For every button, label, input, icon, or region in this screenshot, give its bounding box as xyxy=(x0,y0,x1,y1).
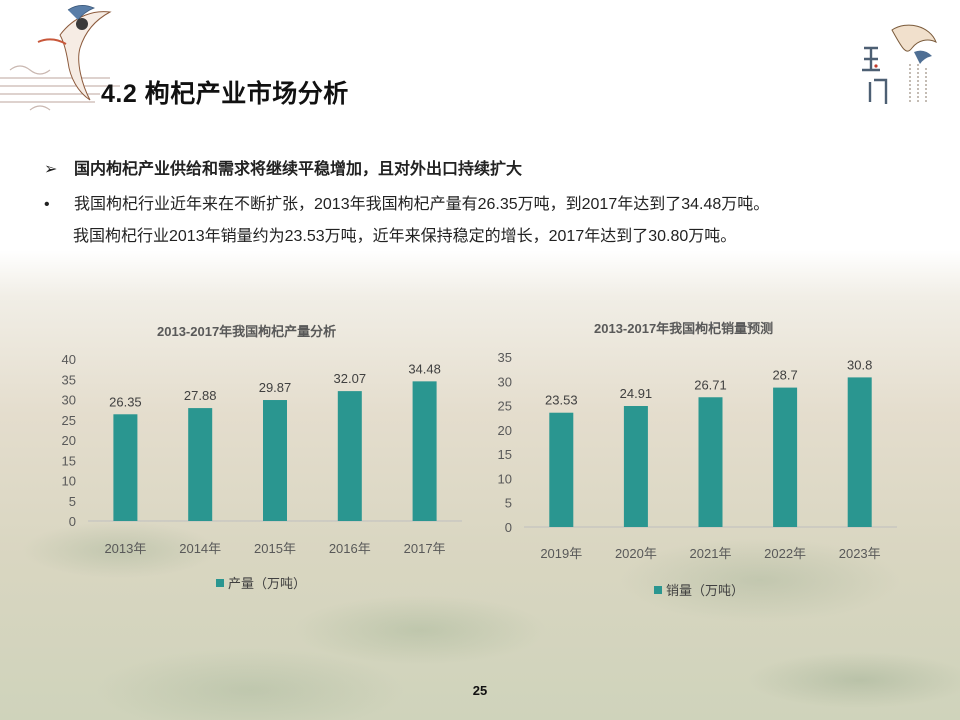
bar xyxy=(623,406,648,527)
dot-bullet-icon: • xyxy=(44,196,50,213)
bullet-text-line-2: 我国枸杞行业2013年销量约为23.53万吨，近年来保持稳定的增长，2017年达… xyxy=(73,228,737,245)
x-category-label: 2015年 xyxy=(254,541,296,556)
bar-value-label: 30.8 xyxy=(847,357,872,372)
background-photo xyxy=(0,250,960,720)
legend-swatch xyxy=(654,586,662,594)
legend-label: 销量（万吨） xyxy=(666,583,745,598)
y-tick-label: 35 xyxy=(62,372,76,387)
bar xyxy=(412,381,437,521)
y-tick-label: 40 xyxy=(62,352,76,367)
x-category-label: 2013年 xyxy=(104,541,146,556)
bar xyxy=(113,414,138,521)
bar-value-label: 26.35 xyxy=(109,394,142,409)
x-category-label: 2021年 xyxy=(690,546,732,561)
y-tick-label: 10 xyxy=(62,474,76,489)
arrow-bullet-icon: ➢ xyxy=(44,161,58,178)
bar-value-label: 23.53 xyxy=(545,393,578,408)
x-category-label: 2019年 xyxy=(540,546,582,561)
y-tick-label: 0 xyxy=(69,514,76,529)
y-tick-label: 10 xyxy=(498,471,512,486)
bar xyxy=(549,412,574,527)
decorative-corner-illustration xyxy=(0,5,120,111)
logo-emblem xyxy=(862,24,937,104)
chart1-title: 2013-2017年我国枸杞产量分析 xyxy=(157,324,337,339)
y-tick-label: 25 xyxy=(62,413,76,428)
bar xyxy=(847,377,872,527)
x-category-label: 2020年 xyxy=(615,546,657,561)
bar xyxy=(337,391,362,521)
bar xyxy=(773,387,798,527)
y-tick-label: 5 xyxy=(505,496,512,511)
bar xyxy=(698,397,723,527)
slide-title: 4.2 枸杞产业市场分析 xyxy=(101,80,349,108)
bar-value-label: 24.91 xyxy=(620,386,653,401)
x-category-label: 2017年 xyxy=(404,541,446,556)
y-tick-label: 0 xyxy=(505,520,512,535)
bar-value-label: 29.87 xyxy=(259,380,292,395)
bullet-text-line-1: 我国枸杞行业近年来在不断扩张，2013年我国枸杞产量有26.35万吨，到2017… xyxy=(74,196,770,213)
chart1-legend: 产量（万吨） xyxy=(216,573,306,592)
bar xyxy=(263,400,287,521)
x-category-label: 2022年 xyxy=(764,546,806,561)
bar-value-label: 32.07 xyxy=(334,371,367,386)
page-number: 25 xyxy=(472,683,488,698)
key-point-heading: ➢ 国内枸杞产业供给和需求将继续平稳增加，且对外出口持续扩大 xyxy=(44,155,522,179)
bar-value-label: 28.7 xyxy=(772,368,797,383)
y-tick-label: 20 xyxy=(498,423,512,438)
y-tick-label: 15 xyxy=(62,453,76,468)
y-tick-label: 30 xyxy=(498,374,512,389)
key-point-text: 国内枸杞产业供给和需求将继续平稳增加，且对外出口持续扩大 xyxy=(74,161,523,178)
chart2-legend: 销量（万吨） xyxy=(654,580,744,599)
x-category-label: 2016年 xyxy=(329,541,371,556)
bar xyxy=(188,408,213,521)
y-tick-label: 15 xyxy=(498,447,512,462)
y-tick-label: 25 xyxy=(498,399,512,414)
bar-value-label: 34.48 xyxy=(408,361,441,376)
bar-value-label: 26.71 xyxy=(694,377,727,392)
production-bar-chart: 0 5 10 15 20 25 30 35 40 26.35 2013年 27.88 2014年 29.8… xyxy=(62,352,462,556)
x-category-label: 2014年 xyxy=(179,541,221,556)
legend-swatch xyxy=(216,579,224,587)
y-tick-label: 20 xyxy=(62,433,76,448)
bullet-item: • 我国枸杞行业近年来在不断扩张，2013年我国枸杞产量有26.35万吨，到201… xyxy=(44,190,769,214)
y-tick-label: 35 xyxy=(498,350,512,365)
y-tick-label: 30 xyxy=(62,393,76,408)
x-category-label: 2023年 xyxy=(839,546,881,561)
legend-label: 产量（万吨） xyxy=(228,576,307,591)
chart2-title: 2013-2017年我国枸杞销量预测 xyxy=(594,321,774,336)
bar-value-label: 27.88 xyxy=(184,388,217,403)
y-tick-label: 5 xyxy=(69,494,76,509)
sales-bar-chart: 0 5 10 15 20 25 30 35 23.53 2019年 24.91 2020年 26.71 2… xyxy=(498,350,897,561)
